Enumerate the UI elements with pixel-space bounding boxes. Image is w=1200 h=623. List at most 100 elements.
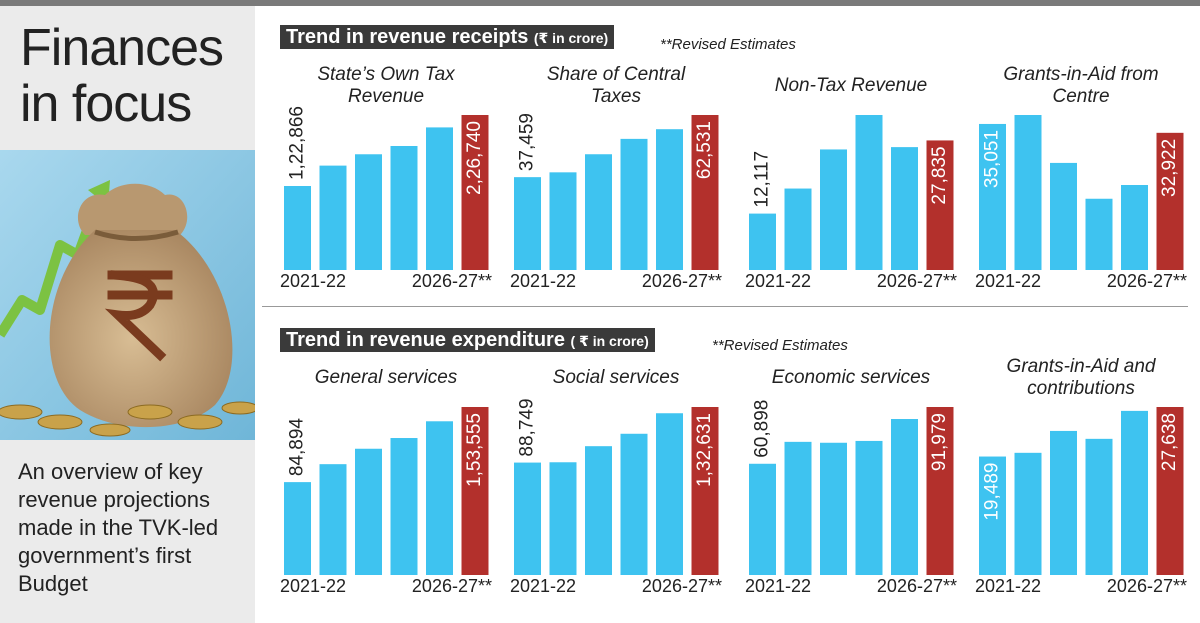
bar [620,138,648,270]
x-tick-label: 2021-22 [280,271,346,291]
x-tick-label: 2021-22 [745,271,811,291]
bar [749,463,776,575]
x-tick-label: 2026-27** [1107,271,1187,291]
bar [319,165,347,270]
section-note: **Revised Estimates [712,337,848,354]
section-unit: (₹ in crore) [533,30,609,46]
bar [390,145,418,270]
bar [284,482,311,575]
bar [1014,115,1042,270]
x-tick-label: 2021-22 [510,271,576,291]
section-title-box: Trend in revenue expenditure ( ₹ in cror… [280,328,655,352]
bar [461,115,489,270]
bar [891,147,918,270]
bar [691,115,719,270]
bar [979,456,1006,575]
sidebar-title: Finances in focus [20,19,224,133]
value-label: 84,894 [287,418,308,477]
bar [749,213,776,270]
chart-title: Non-Tax Revenue [774,75,928,96]
x-tick-label: 2026-27** [877,576,957,596]
section-title: Trend in revenue receipts [286,26,529,48]
chart: 35,051 2021-22 32,922 2026-27** [975,115,1187,291]
bar [926,407,954,575]
bar [979,123,1006,270]
chart: 84,894 2021-22 1,53,555 2026-27** [280,407,492,596]
chart: 88,749 2021-22 1,32,631 2026-27** [510,398,722,596]
bar [1121,185,1148,270]
bar [319,464,347,575]
bar [820,442,847,575]
bar [1050,162,1077,270]
chart-title: General services [314,367,458,388]
bar [284,186,311,270]
chart: 60,898 2021-22 91,979 2026-27** [745,400,957,596]
bar [549,462,577,575]
bar [656,129,683,270]
value-label: 35,051 [982,130,1003,188]
value-label: 27,638 [1159,413,1180,471]
bar [855,440,883,575]
section-header: Trend in revenue expenditure ( ₹ in cror… [280,328,655,352]
x-tick-label: 2026-27** [877,271,957,291]
section-header: Trend in revenue receipts (₹ in crore) [280,25,615,49]
x-tick-label: 2026-27** [412,271,492,291]
chart: 1,22,866 2021-22 2,26,740 2026-27** [280,106,492,291]
chart-title: Share of Central Taxes [546,64,686,107]
bar [784,188,812,270]
value-label: 2,26,740 [464,121,485,195]
chart-title: State’s Own Tax Revenue [317,64,455,107]
section-note: **Revised Estimates [660,36,796,53]
bar [656,413,683,575]
x-tick-label: 2021-22 [745,576,811,596]
x-tick-label: 2021-22 [280,576,346,596]
value-label: 62,531 [694,121,715,179]
x-tick-label: 2026-27** [642,576,722,596]
bar [549,172,577,270]
bar [691,407,719,575]
x-tick-label: 2026-27** [1107,576,1187,596]
chart-title: Grants-in-Aid and contributions [1006,356,1156,399]
top-stripe [0,0,1200,6]
value-label: 19,489 [982,463,1003,521]
bar [855,115,883,270]
x-tick-label: 2021-22 [975,576,1041,596]
bar [426,421,453,575]
bar [820,149,847,270]
divider [262,306,1188,307]
chart: 12,117 2021-22 27,835 2026-27** [745,115,957,291]
bar [1156,407,1184,575]
value-label: 32,922 [1159,139,1180,197]
chart: 37,459 2021-22 62,531 2026-27** [510,113,722,291]
section-title-box: Trend in revenue receipts (₹ in crore) [280,25,615,49]
value-label: 88,749 [517,398,538,456]
section-unit: ( ₹ in crore) [570,333,649,349]
bar [1085,198,1113,270]
chart: 19,489 2021-22 27,638 2026-27** [975,407,1187,596]
value-label: 37,459 [517,113,538,171]
sidebar-description: An overview of key revenue projections m… [18,459,219,596]
bar [585,154,612,270]
value-label: 91,979 [929,413,950,471]
x-tick-label: 2021-22 [510,576,576,596]
bar [461,407,489,575]
bar [1121,410,1148,575]
bar [390,438,418,575]
x-tick-label: 2026-27** [412,576,492,596]
chart-title: Grants-in-Aid from Centre [1003,64,1159,107]
bar [784,441,812,575]
bar [1014,452,1042,575]
value-label: 27,835 [929,146,950,204]
chart-title: Economic services [771,367,931,388]
bar [1050,430,1077,575]
x-tick-label: 2026-27** [642,271,722,291]
bar [926,140,954,270]
x-tick-label: 2021-22 [975,271,1041,291]
illustration [0,150,255,440]
value-label: 1,32,631 [694,413,715,487]
value-label: 12,117 [752,151,773,208]
value-label: 60,898 [752,400,773,458]
bar [1085,438,1113,575]
